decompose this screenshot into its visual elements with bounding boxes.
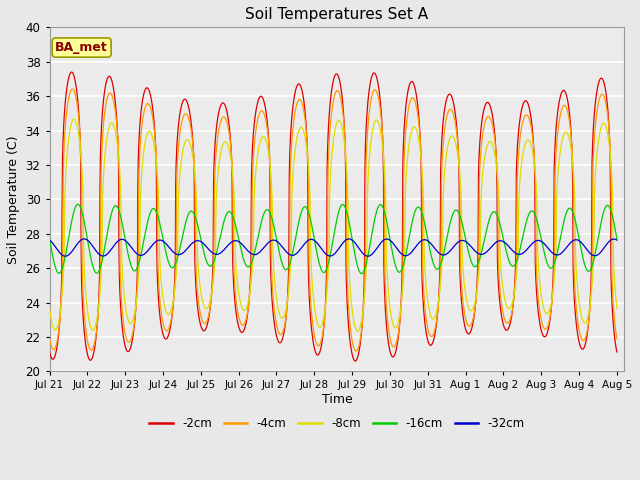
Title: Soil Temperatures Set A: Soil Temperatures Set A [245, 7, 429, 22]
Legend: -2cm, -4cm, -8cm, -16cm, -32cm: -2cm, -4cm, -8cm, -16cm, -32cm [144, 412, 530, 434]
X-axis label: Time: Time [322, 393, 353, 406]
Text: BA_met: BA_met [55, 41, 108, 54]
Y-axis label: Soil Temperature (C): Soil Temperature (C) [7, 135, 20, 264]
